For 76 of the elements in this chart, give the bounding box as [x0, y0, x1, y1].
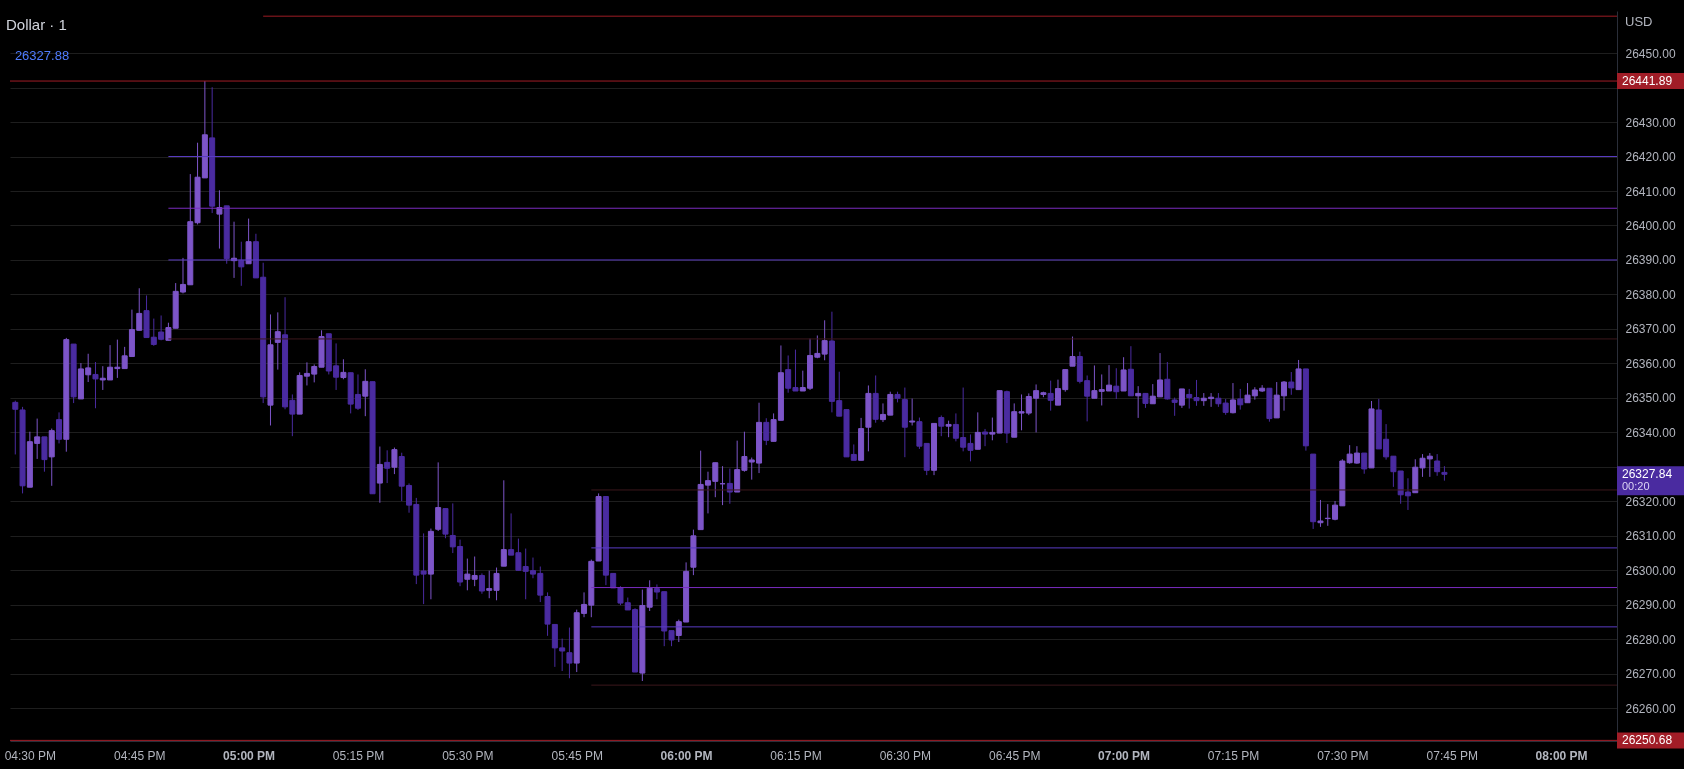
candlestick	[1120, 356, 1127, 392]
text: USD	[1625, 14, 1653, 29]
candlestick	[909, 398, 916, 426]
candlestick	[566, 627, 573, 679]
y-tick-label: 26350.00	[1625, 391, 1676, 406]
x-tick-label: 07:30 PM	[1317, 748, 1369, 763]
candlestick	[478, 572, 485, 595]
candlestick	[1434, 453, 1441, 477]
candlestick	[362, 368, 369, 417]
candlestick	[245, 218, 252, 265]
candlestick	[1047, 380, 1054, 412]
candlestick	[384, 449, 391, 484]
x-tick-label: 05:15 PM	[332, 748, 385, 763]
y-tick-label: 26340.00	[1625, 425, 1676, 440]
x-tick-label: 06:45 PM	[989, 748, 1041, 763]
candlestick	[1113, 367, 1120, 400]
x-tick-label: 07:15 PM	[1207, 748, 1260, 763]
ref-line-label: 26441.89	[1622, 74, 1673, 89]
text: 00:20	[1622, 480, 1650, 493]
y-tick-label: 26310.00	[1625, 529, 1676, 544]
candlestick	[1317, 499, 1324, 528]
y-tick-label: 26270.00	[1625, 667, 1676, 682]
x-tick-label: 05:30 PM	[442, 748, 494, 763]
y-tick-label: 26430.00	[1625, 115, 1676, 130]
ref-line-label: 26250.68	[1622, 733, 1673, 748]
candlestick	[56, 411, 63, 444]
candlestick	[982, 428, 989, 447]
y-tick-label: 26450.00	[1625, 46, 1676, 61]
candlestick	[1295, 359, 1302, 391]
x-tick-label: 04:45 PM	[114, 748, 166, 763]
y-tick-label: 26300.00	[1625, 563, 1676, 578]
x-tick-label: 07:45 PM	[1426, 748, 1478, 763]
candlestick	[974, 411, 981, 450]
candlestick	[989, 417, 996, 441]
x-tick-label: 08:00 PM	[1535, 748, 1588, 763]
x-tick-label: 05:45 PM	[551, 748, 603, 763]
candlestick	[821, 319, 828, 361]
candlestick	[500, 479, 507, 567]
x-tick-label: 06:30 PM	[879, 748, 932, 763]
text: 26327.84	[1622, 467, 1673, 482]
y-tick-label: 26420.00	[1625, 150, 1676, 165]
candlestick	[1237, 388, 1244, 411]
candlestick	[391, 447, 398, 475]
x-tick-label: 04:30 PM	[4, 748, 57, 763]
y-tick-label: 26400.00	[1625, 218, 1676, 233]
annotation: 26327.88	[14, 48, 70, 63]
x-tick-label: 06:00 PM	[660, 748, 713, 763]
y-tick-label: 26280.00	[1625, 632, 1676, 647]
y-tick-label: 26320.00	[1625, 494, 1676, 509]
x-tick-label: 05:00 PM	[223, 748, 276, 763]
chart-title: Dollar · 1	[6, 16, 67, 33]
y-tick-label: 26360.00	[1625, 356, 1676, 371]
x-tick-label: 06:15 PM	[770, 748, 822, 763]
candlestick	[1135, 385, 1142, 419]
candlestick	[435, 461, 442, 532]
y-tick-label: 26290.00	[1625, 598, 1676, 613]
candlestick	[92, 361, 99, 409]
candlestick	[1069, 336, 1076, 367]
candlestick	[1288, 371, 1295, 396]
y-tick-label: 26380.00	[1625, 287, 1676, 302]
candlestick	[1229, 382, 1236, 414]
candlestick	[41, 436, 48, 473]
y-tick-label: 26390.00	[1625, 253, 1676, 268]
candlestick	[1164, 361, 1171, 401]
candlestick	[938, 414, 945, 437]
candlestick	[340, 358, 347, 380]
y-tick-label: 26410.00	[1625, 184, 1676, 199]
y-tick-label: 26370.00	[1625, 322, 1676, 337]
x-tick-label: 07:00 PM	[1098, 748, 1151, 763]
candlestick	[763, 417, 770, 446]
candlestick	[238, 241, 245, 287]
y-tick-label: 26260.00	[1625, 701, 1676, 716]
candlestick	[376, 446, 383, 504]
candlestick	[1361, 452, 1368, 475]
candlestick	[1171, 397, 1178, 417]
candlestick	[1178, 388, 1185, 409]
